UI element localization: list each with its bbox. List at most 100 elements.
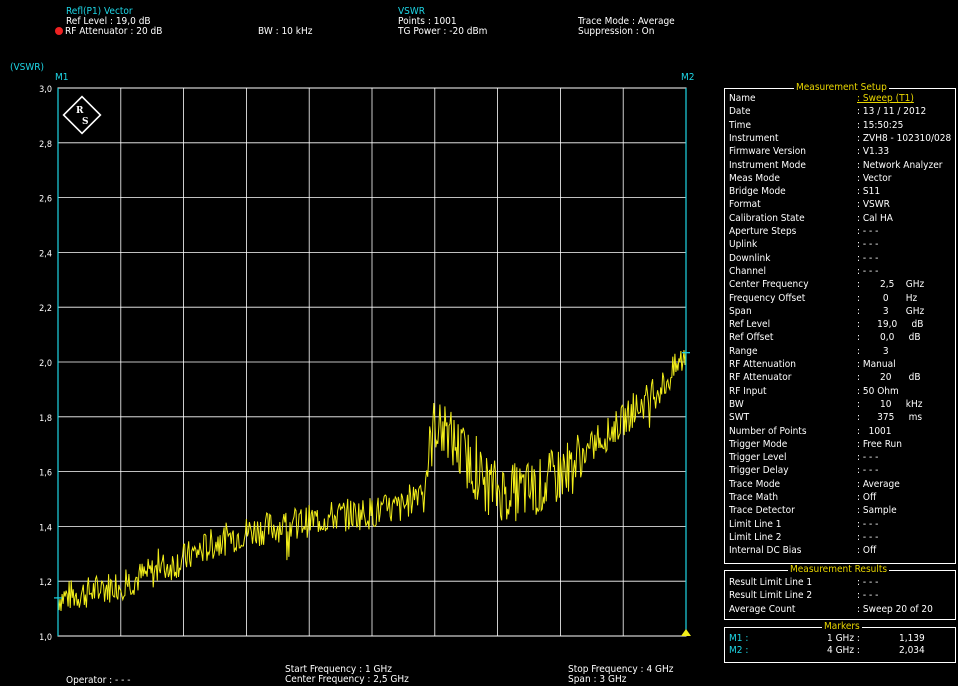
row-value: : - - - [857, 577, 879, 588]
setup-row: Firmware Version: V1.33 [725, 146, 955, 157]
setup-row: Downlink: - - - [725, 253, 955, 264]
row-label: Limit Line 2 [729, 531, 782, 543]
marker-frequency: 4 GHz : [827, 645, 860, 656]
marker-row: M1 : 1 GHz : 1,139 [725, 633, 955, 644]
record-dot-icon [55, 27, 63, 35]
setup-row: Trace Mode : Average [725, 479, 955, 490]
row-label: Span [729, 305, 752, 317]
row-label: BW [729, 398, 744, 410]
row-value: : 3 GHz [857, 305, 925, 317]
y-tick-label: 1,4 [39, 523, 52, 533]
setup-row: Meas Mode: Vector [725, 173, 955, 184]
trace-mode-readout: Trace Mode : Average [578, 16, 675, 27]
marker-name: M1 : [729, 633, 749, 644]
row-label: Ref Offset [729, 332, 774, 344]
row-label: RF Attenuation [729, 359, 796, 370]
row-value: : 50 Ohm [857, 385, 899, 397]
row-value: : - - - [857, 252, 879, 264]
start-frequency: Start Frequency : 1 GHz [285, 664, 393, 675]
row-label: Trace Math [729, 492, 779, 503]
rf-attenuator-readout: RF Attenuator : 20 dB [55, 26, 162, 37]
row-label: Result Limit Line 1 [729, 577, 813, 588]
center-frequency: Center Frequency : 2,5 GHz [285, 674, 409, 685]
row-value: : 19,0 dB [857, 319, 924, 331]
vswr-chart: 3,0 2,8 2,6 2,4 2,2 2,0 1,8 1,6 1,4 1,2 1,0 (VSWR)… [10, 62, 695, 643]
row-label: Center Frequency [729, 279, 809, 291]
marker-label: M1 [55, 72, 69, 83]
y-tick-label: 1,6 [39, 469, 52, 479]
row-label: RF Attenuator [729, 372, 792, 384]
row-label: Ref Level [729, 319, 771, 331]
row-label: Meas Mode [729, 172, 780, 184]
setup-row: BW : 10 kHz [725, 399, 955, 410]
row-label: Aperture Steps [729, 226, 797, 237]
setup-row: Calibration State : Cal HA [725, 213, 955, 224]
row-value: : V1.33 [857, 146, 890, 158]
row-value: : - - - [857, 265, 879, 277]
row-value: : - - - [857, 465, 879, 477]
bw-readout: BW : 10 kHz [258, 26, 313, 37]
row-value: : - - - [857, 226, 879, 237]
setup-row: Ref Level : 19,0 dB [725, 319, 955, 330]
row-label: Trace Mode [729, 478, 781, 490]
setup-row: Trigger Mode : Free Run [725, 439, 955, 450]
marker-name: M2 : [729, 645, 749, 656]
row-label: Frequency Offset [729, 292, 806, 304]
row-value: : Average [857, 478, 900, 490]
setup-row: SWT: 375 ms [725, 412, 955, 423]
row-value: : Sweep (T1) [857, 93, 914, 104]
setup-row: Span : 3 GHz [725, 306, 955, 317]
row-label: Instrument Mode [729, 159, 806, 171]
result-row: Result Limit Line 1 : - - - [725, 577, 955, 588]
setup-row: Center Frequency: 2,5 GHz [725, 279, 955, 290]
row-label: Trigger Delay [729, 465, 789, 477]
y-tick-label: 2,4 [39, 249, 52, 259]
setup-row: Limit Line 2: - - - [725, 532, 955, 543]
y-tick-label: 2,2 [39, 304, 52, 314]
row-label: Format [729, 199, 761, 211]
row-label: Uplink [729, 239, 758, 251]
setup-row: Instrument: ZVH8 - 102310/028 [725, 133, 955, 144]
setup-row: RF Attenuation : Manual [725, 359, 955, 370]
setup-row: Trace Math: Off [725, 492, 955, 503]
span-readout: Span : 3 GHz [568, 674, 627, 685]
mode-title: VSWR [398, 6, 426, 17]
stop-frequency: Stop Frequency : 4 GHz [568, 664, 674, 675]
row-label: Number of Points [729, 425, 807, 437]
y-tick-label: 3,0 [39, 85, 52, 95]
y-tick-labels: 3,0 2,8 2,6 2,4 2,2 2,0 1,8 1,6 1,4 1,2 1,0 [39, 85, 52, 643]
trace-title: Refl(P1) Vector [66, 6, 133, 17]
row-label: Calibration State [729, 212, 805, 224]
setup-row: Trace Detector: Sample [725, 505, 955, 516]
row-value: : 10 kHz [857, 398, 923, 410]
setup-row: Instrument Mode: Network Analyzer [725, 160, 955, 171]
setup-row: RF Input: 50 Ohm [725, 386, 955, 397]
row-value: : Free Run [857, 438, 902, 450]
setup-row: Bridge Mode: S11 [725, 186, 955, 197]
row-value: : 20 dB [857, 372, 921, 384]
marker-value: 2,034 [899, 645, 925, 656]
row-value: : Manual [857, 359, 896, 370]
marker-layer: M1 M2 [54, 72, 695, 636]
row-value: : VSWR [857, 199, 890, 211]
marker-label: M2 [681, 72, 695, 83]
row-value: : - - - [857, 239, 879, 251]
row-label: SWT [729, 412, 750, 424]
marker-row: M2 : 4 GHz : 2,034 [725, 645, 955, 656]
marker-frequency: 1 GHz : [827, 633, 860, 644]
setup-row: Aperture Steps : - - - [725, 226, 955, 237]
result-row: Result Limit Line 2: - - - [725, 590, 955, 601]
setup-row: Trigger Delay : - - - [725, 465, 955, 476]
row-value: : Cal HA [857, 212, 893, 224]
setup-row: Uplink : - - - [725, 239, 955, 250]
y-tick-label: 1,0 [39, 633, 52, 643]
row-value: : - - - [857, 590, 879, 602]
setup-row: Frequency Offset: 0 Hz [725, 293, 955, 304]
setup-row: Ref Offset: 0,0 dB [725, 332, 955, 343]
row-label: Average Count [729, 603, 796, 615]
row-label: Trigger Mode [729, 438, 788, 450]
measurement-setup-panel: Name: Sweep (T1) Date: 13 / 11 / 2012 Time… [724, 88, 956, 564]
svg-text:S: S [82, 117, 89, 127]
y-axis-label: (VSWR) [10, 62, 44, 73]
setup-row: Channel: - - - [725, 266, 955, 277]
